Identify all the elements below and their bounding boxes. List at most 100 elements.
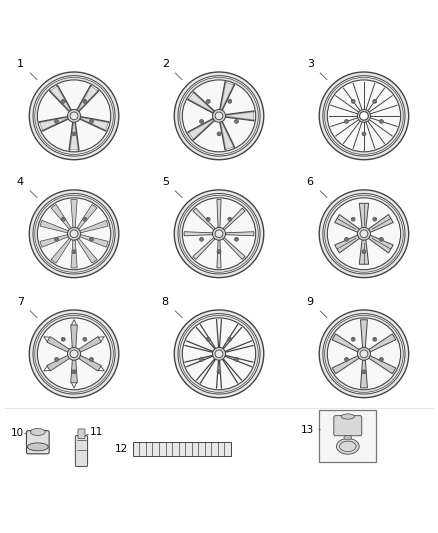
Text: 10: 10 <box>11 428 24 438</box>
Ellipse shape <box>67 109 81 122</box>
Ellipse shape <box>228 100 232 103</box>
Ellipse shape <box>72 132 76 136</box>
Polygon shape <box>40 117 68 131</box>
Text: 3: 3 <box>307 59 314 69</box>
Ellipse shape <box>61 337 65 341</box>
Ellipse shape <box>379 119 383 123</box>
Ellipse shape <box>55 237 59 241</box>
Ellipse shape <box>327 318 401 390</box>
Ellipse shape <box>352 338 354 341</box>
Ellipse shape <box>201 238 203 240</box>
Polygon shape <box>77 204 97 230</box>
Polygon shape <box>71 240 77 268</box>
Ellipse shape <box>89 119 93 123</box>
Ellipse shape <box>357 228 371 240</box>
Polygon shape <box>220 82 234 110</box>
Polygon shape <box>80 235 108 247</box>
Text: 9: 9 <box>307 297 314 306</box>
Ellipse shape <box>235 358 237 360</box>
Ellipse shape <box>90 238 92 240</box>
Ellipse shape <box>325 77 403 155</box>
Ellipse shape <box>374 100 376 102</box>
FancyBboxPatch shape <box>334 416 362 436</box>
Ellipse shape <box>89 237 93 241</box>
Text: 7: 7 <box>17 297 24 306</box>
Ellipse shape <box>178 76 260 156</box>
FancyBboxPatch shape <box>75 435 88 466</box>
Ellipse shape <box>319 72 409 160</box>
Ellipse shape <box>67 228 81 240</box>
Polygon shape <box>70 122 78 150</box>
Ellipse shape <box>217 370 221 374</box>
Polygon shape <box>193 237 215 260</box>
Ellipse shape <box>228 337 232 341</box>
Polygon shape <box>40 220 68 233</box>
Ellipse shape <box>351 217 355 221</box>
Ellipse shape <box>83 337 87 341</box>
Ellipse shape <box>379 358 383 361</box>
Ellipse shape <box>360 350 368 358</box>
Polygon shape <box>369 356 396 374</box>
Ellipse shape <box>37 198 111 270</box>
Polygon shape <box>51 204 71 230</box>
Polygon shape <box>223 237 245 260</box>
Ellipse shape <box>218 133 220 135</box>
FancyBboxPatch shape <box>78 429 85 439</box>
Ellipse shape <box>363 133 365 135</box>
Ellipse shape <box>360 112 368 120</box>
Ellipse shape <box>323 76 405 156</box>
Polygon shape <box>184 232 213 236</box>
Ellipse shape <box>380 120 382 123</box>
Ellipse shape <box>218 251 220 253</box>
Polygon shape <box>188 92 215 113</box>
Ellipse shape <box>373 217 377 221</box>
Ellipse shape <box>90 358 92 360</box>
Polygon shape <box>359 203 369 228</box>
Ellipse shape <box>352 100 354 102</box>
Ellipse shape <box>345 237 349 241</box>
Polygon shape <box>47 336 70 352</box>
Polygon shape <box>360 360 367 388</box>
Ellipse shape <box>180 195 258 272</box>
Ellipse shape <box>56 358 58 360</box>
Ellipse shape <box>374 218 376 220</box>
Ellipse shape <box>35 77 113 155</box>
Ellipse shape <box>360 111 368 120</box>
Ellipse shape <box>178 193 260 274</box>
Ellipse shape <box>178 313 260 394</box>
Polygon shape <box>225 111 254 120</box>
Polygon shape <box>332 356 359 374</box>
Polygon shape <box>217 199 221 228</box>
Text: 4: 4 <box>17 176 24 187</box>
Ellipse shape <box>29 310 119 398</box>
Ellipse shape <box>30 429 45 435</box>
Ellipse shape <box>352 218 354 220</box>
Ellipse shape <box>363 371 365 373</box>
Ellipse shape <box>55 119 59 123</box>
Ellipse shape <box>207 338 209 341</box>
Ellipse shape <box>56 238 58 240</box>
Ellipse shape <box>229 218 231 220</box>
Ellipse shape <box>55 358 59 361</box>
Text: 6: 6 <box>307 176 314 187</box>
Ellipse shape <box>229 338 231 341</box>
Ellipse shape <box>37 80 111 152</box>
Polygon shape <box>193 208 215 230</box>
Ellipse shape <box>217 250 221 254</box>
Ellipse shape <box>379 237 383 241</box>
Ellipse shape <box>90 120 92 123</box>
Ellipse shape <box>70 112 78 120</box>
Ellipse shape <box>327 198 401 270</box>
Ellipse shape <box>27 443 48 451</box>
Text: 11: 11 <box>89 427 102 438</box>
Ellipse shape <box>206 100 210 103</box>
Text: 5: 5 <box>162 176 169 187</box>
Ellipse shape <box>180 77 258 155</box>
Polygon shape <box>80 117 108 131</box>
Ellipse shape <box>360 230 368 238</box>
Ellipse shape <box>215 350 223 358</box>
Ellipse shape <box>373 337 377 341</box>
Polygon shape <box>335 235 360 253</box>
Ellipse shape <box>174 190 264 278</box>
Ellipse shape <box>72 250 76 254</box>
